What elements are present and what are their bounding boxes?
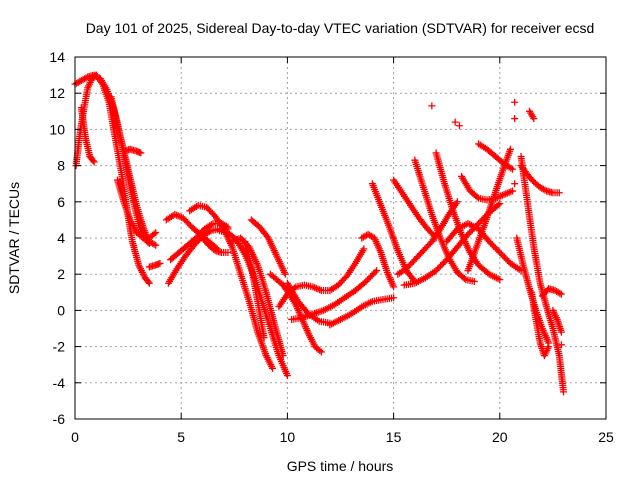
scatter-marks — [241, 238, 268, 342]
series-arc-37 — [528, 288, 553, 360]
x-tick-label: 5 — [177, 429, 185, 445]
series-arc-20 — [283, 279, 334, 327]
scatter-marks — [186, 201, 277, 372]
x-tick-label: 10 — [280, 429, 296, 445]
y-tick-label: 10 — [49, 121, 65, 137]
series-arc-8 — [145, 259, 164, 271]
y-tick-label: 2 — [57, 266, 65, 282]
series-arc-6 — [120, 145, 145, 157]
x-tick-label: 15 — [386, 429, 402, 445]
series-arc-13 — [198, 234, 232, 256]
scatter-marks — [288, 267, 381, 323]
series-arc-4 — [92, 71, 153, 287]
scatter-marks — [120, 145, 145, 157]
scatter-marks — [77, 104, 98, 166]
chart-title: Day 101 of 2025, Sidereal Day-to-day VTE… — [86, 20, 595, 36]
y-axis-label: SDTVAR / TECUs — [6, 182, 22, 294]
scatter-marks — [538, 285, 565, 300]
series-arc-3 — [77, 104, 98, 166]
scatter-marks — [145, 259, 164, 271]
x-tick-label: 20 — [492, 429, 508, 445]
scatter-marks — [428, 98, 565, 349]
scatter-marks — [358, 230, 398, 291]
series-arc-33 — [443, 220, 525, 275]
series-arc-16 — [247, 216, 289, 278]
series-arc-32 — [464, 145, 514, 275]
scatter-marks — [443, 220, 525, 275]
x-tick-label: 0 — [71, 429, 79, 445]
y-tick-label: 12 — [49, 85, 65, 101]
y-tick-label: 4 — [57, 230, 65, 246]
series-arc-23 — [358, 230, 398, 291]
grid — [75, 57, 606, 419]
series-outliers — [428, 98, 565, 349]
series-arc-21 — [288, 267, 381, 323]
scatter-marks — [283, 279, 334, 327]
scatter-marks — [464, 145, 514, 275]
scatter-marks — [113, 176, 160, 242]
series-arc-36 — [517, 153, 568, 396]
series-arc-39 — [549, 306, 565, 336]
axis-ticks: 0 5 10 15 20 25 -6 -4 -2 0 2 4 6 8 10 12 14 — [49, 49, 614, 445]
y-tick-label: -2 — [53, 339, 66, 355]
scatter-marks — [411, 156, 478, 285]
y-tick-label: 6 — [57, 194, 65, 210]
series-arc-38 — [538, 285, 565, 300]
x-tick-label: 25 — [598, 429, 614, 445]
scatter-marks — [517, 153, 568, 396]
scatter-marks — [458, 172, 517, 204]
scatter-marks — [390, 176, 440, 242]
y-tick-label: -4 — [53, 375, 66, 391]
scatter-marks — [432, 149, 504, 284]
series-arc-30 — [458, 172, 517, 204]
y-tick-label: 14 — [49, 49, 65, 65]
scatter-marks — [247, 216, 289, 278]
series-arc-22 — [326, 294, 398, 329]
y-tick-label: -6 — [53, 411, 66, 427]
scatter-marks — [526, 107, 538, 123]
scatter-marks — [198, 234, 232, 256]
scatter-marks — [368, 180, 419, 285]
series-arc-40 — [526, 107, 538, 123]
scatter-marks — [326, 294, 398, 329]
x-axis-label: GPS time / hours — [287, 458, 394, 474]
scatter-marks — [275, 245, 368, 311]
series-arc-25 — [390, 176, 440, 242]
scatter-marks — [92, 71, 153, 287]
series-arc-12 — [186, 201, 277, 372]
scatter-marks — [549, 306, 565, 336]
series-arc-29 — [432, 149, 504, 284]
series-arc-17 — [241, 238, 268, 342]
series-arc-28 — [411, 156, 478, 285]
series-arc-24 — [368, 180, 419, 285]
y-tick-label: 8 — [57, 158, 65, 174]
series-arc-7 — [113, 176, 160, 242]
series-arc-19 — [275, 245, 368, 311]
y-tick-label: 0 — [57, 302, 65, 318]
data-points — [71, 71, 568, 396]
scatter-marks — [528, 288, 553, 360]
